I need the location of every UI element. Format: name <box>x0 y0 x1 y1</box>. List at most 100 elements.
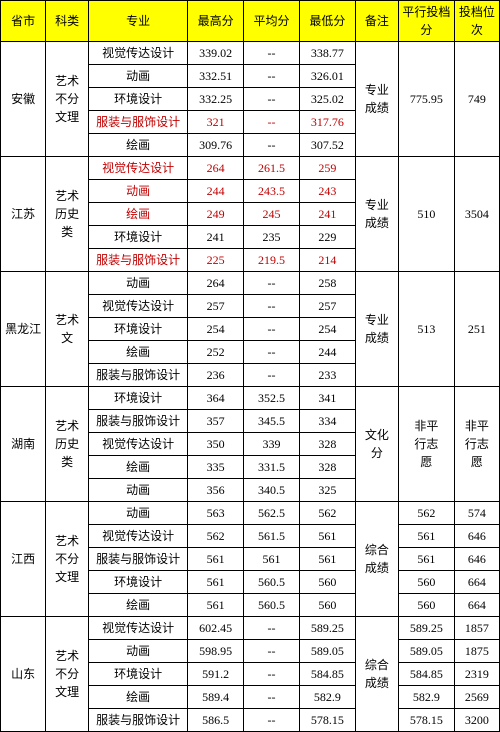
max-score-cell: 586.5 <box>188 709 244 732</box>
max-score-cell: 309.76 <box>188 134 244 157</box>
rank-cell: 2569 <box>454 686 499 709</box>
note-cell: 专业成绩 <box>355 157 398 272</box>
min-score-cell: 561 <box>299 525 355 548</box>
max-score-cell: 602.45 <box>188 617 244 640</box>
avg-score-cell: -- <box>244 663 300 686</box>
max-score-cell: 591.2 <box>188 663 244 686</box>
rank-cell: 3200 <box>454 709 499 732</box>
major-cell: 动画 <box>89 272 188 295</box>
min-score-cell: 578.15 <box>299 709 355 732</box>
category-cell: 艺术不分文理 <box>46 42 89 157</box>
parallel-score-cell: 589.25 <box>398 617 454 640</box>
major-cell: 服装与服饰设计 <box>89 709 188 732</box>
major-cell: 服装与服饰设计 <box>89 364 188 387</box>
category-cell: 艺术历史类 <box>46 387 89 502</box>
parallel-score-cell: 562 <box>398 502 454 525</box>
province-cell: 湖南 <box>1 387 46 502</box>
major-cell: 服装与服饰设计 <box>89 548 188 571</box>
avg-score-cell: 345.5 <box>244 410 300 433</box>
admission-scores-table: 省市 科类 专业 最高分 平均分 最低分 备注 平行投档分 投档位次 安徽艺术不… <box>0 0 500 732</box>
max-score-cell: 252 <box>188 341 244 364</box>
major-cell: 视觉传达设计 <box>89 617 188 640</box>
major-cell: 动画 <box>89 640 188 663</box>
min-score-cell: 334 <box>299 410 355 433</box>
header-min: 最低分 <box>299 1 355 42</box>
avg-score-cell: 219.5 <box>244 249 300 272</box>
province-cell: 江西 <box>1 502 46 617</box>
header-rank: 投档位次 <box>454 1 499 42</box>
max-score-cell: 264 <box>188 157 244 180</box>
max-score-cell: 257 <box>188 295 244 318</box>
parallel-score-cell: 578.15 <box>398 709 454 732</box>
major-cell: 服装与服饰设计 <box>89 410 188 433</box>
category-cell: 艺术不分文理 <box>46 617 89 732</box>
rank-cell: 251 <box>454 272 499 387</box>
max-score-cell: 356 <box>188 479 244 502</box>
province-cell: 江苏 <box>1 157 46 272</box>
min-score-cell: 328 <box>299 456 355 479</box>
min-score-cell: 307.52 <box>299 134 355 157</box>
max-score-cell: 357 <box>188 410 244 433</box>
avg-score-cell: -- <box>244 65 300 88</box>
min-score-cell: 241 <box>299 203 355 226</box>
header-major: 专业 <box>89 1 188 42</box>
major-cell: 服装与服饰设计 <box>89 249 188 272</box>
parallel-score-cell: 510 <box>398 157 454 272</box>
avg-score-cell: 561.5 <box>244 525 300 548</box>
rank-cell: 1857 <box>454 617 499 640</box>
major-cell: 视觉传达设计 <box>89 433 188 456</box>
major-cell: 动画 <box>89 479 188 502</box>
major-cell: 绘画 <box>89 594 188 617</box>
parallel-score-cell: 非平行志愿 <box>398 387 454 502</box>
avg-score-cell: 352.5 <box>244 387 300 410</box>
max-score-cell: 236 <box>188 364 244 387</box>
header-parallel: 平行投档分 <box>398 1 454 42</box>
note-cell: 综合成绩 <box>355 617 398 732</box>
table-row: 黑龙江艺术文动画264--258专业成绩513251 <box>1 272 500 295</box>
major-cell: 环境设计 <box>89 226 188 249</box>
note-cell: 专业成绩 <box>355 272 398 387</box>
min-score-cell: 582.9 <box>299 686 355 709</box>
major-cell: 环境设计 <box>89 387 188 410</box>
rank-cell: 3504 <box>454 157 499 272</box>
province-cell: 山东 <box>1 617 46 732</box>
min-score-cell: 244 <box>299 341 355 364</box>
header-province: 省市 <box>1 1 46 42</box>
max-score-cell: 249 <box>188 203 244 226</box>
table-row: 安徽艺术不分文理视觉传达设计339.02--338.77专业成绩775.9574… <box>1 42 500 65</box>
note-cell: 专业成绩 <box>355 42 398 157</box>
table-header: 省市 科类 专业 最高分 平均分 最低分 备注 平行投档分 投档位次 <box>1 1 500 42</box>
min-score-cell: 258 <box>299 272 355 295</box>
max-score-cell: 350 <box>188 433 244 456</box>
rank-cell: 2319 <box>454 663 499 686</box>
avg-score-cell: -- <box>244 88 300 111</box>
major-cell: 环境设计 <box>89 88 188 111</box>
avg-score-cell: -- <box>244 134 300 157</box>
avg-score-cell: 561 <box>244 548 300 571</box>
min-score-cell: 233 <box>299 364 355 387</box>
major-cell: 视觉传达设计 <box>89 295 188 318</box>
major-cell: 动画 <box>89 65 188 88</box>
table-row: 江苏艺术历史类视觉传达设计264261.5259专业成绩5103504 <box>1 157 500 180</box>
min-score-cell: 584.85 <box>299 663 355 686</box>
rank-cell: 664 <box>454 594 499 617</box>
min-score-cell: 325 <box>299 479 355 502</box>
province-cell: 黑龙江 <box>1 272 46 387</box>
major-cell: 绘画 <box>89 134 188 157</box>
category-cell: 艺术历史类 <box>46 157 89 272</box>
avg-score-cell: 340.5 <box>244 479 300 502</box>
avg-score-cell: 339 <box>244 433 300 456</box>
avg-score-cell: -- <box>244 686 300 709</box>
max-score-cell: 561 <box>188 571 244 594</box>
category-cell: 艺术不分文理 <box>46 502 89 617</box>
major-cell: 服装与服饰设计 <box>89 111 188 134</box>
rank-cell: 749 <box>454 42 499 157</box>
parallel-score-cell: 584.85 <box>398 663 454 686</box>
rank-cell: 574 <box>454 502 499 525</box>
max-score-cell: 563 <box>188 502 244 525</box>
avg-score-cell: -- <box>244 617 300 640</box>
avg-score-cell: -- <box>244 341 300 364</box>
rank-cell: 646 <box>454 525 499 548</box>
major-cell: 环境设计 <box>89 571 188 594</box>
avg-score-cell: -- <box>244 640 300 663</box>
